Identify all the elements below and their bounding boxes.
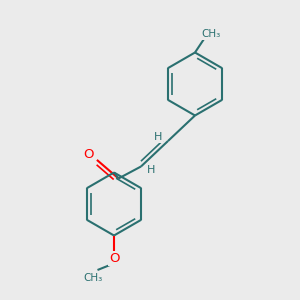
Text: H: H bbox=[154, 132, 163, 142]
Text: O: O bbox=[109, 252, 119, 265]
Text: O: O bbox=[83, 148, 94, 161]
Text: CH₃: CH₃ bbox=[83, 273, 103, 284]
Text: H: H bbox=[146, 165, 155, 175]
Text: CH₃: CH₃ bbox=[201, 29, 220, 39]
